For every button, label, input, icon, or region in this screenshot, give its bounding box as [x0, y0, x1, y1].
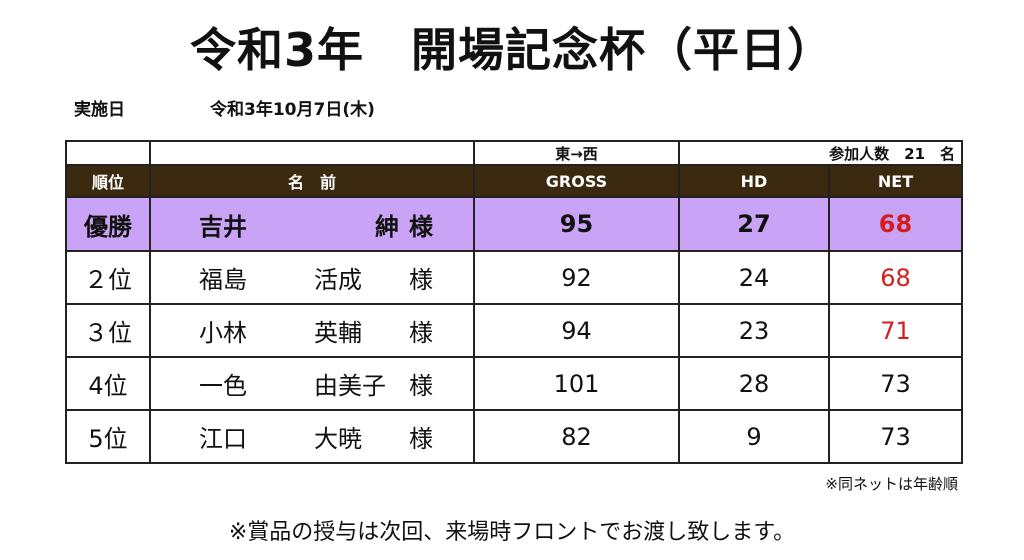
- results-table: 東→西 参加人数 21 名 順位 名 前 GROSS HD NET 優勝 吉井 紳…: [65, 140, 963, 464]
- header-net: NET: [828, 164, 963, 198]
- tiebreak-note: ※同ネットは年齢順: [825, 475, 958, 493]
- hd-cell: 24: [678, 250, 830, 305]
- given-name: 紳: [375, 212, 399, 241]
- name-cell: 江口 大暁 様: [149, 409, 475, 464]
- family-name: 福島: [199, 266, 247, 294]
- gross-cell: 101: [473, 356, 680, 411]
- rank-cell: ２位: [65, 250, 151, 305]
- honorific: 様: [409, 319, 433, 347]
- family-name: 吉井: [199, 212, 247, 241]
- family-name: 一色: [199, 372, 247, 400]
- gross-cell: 95: [473, 196, 680, 252]
- table-row: ２位 福島 活成 様 92 24 68: [65, 250, 963, 305]
- net-cell: 68: [828, 196, 963, 252]
- meta-blank-rank: [65, 140, 151, 166]
- table-header-row: 順位 名 前 GROSS HD NET: [65, 164, 963, 198]
- prize-footer-note: ※賞品の授与は次回、来場時フロントでお渡し致します。: [228, 520, 796, 545]
- hd-cell: 28: [678, 356, 830, 411]
- rank-cell: 優勝: [65, 196, 151, 252]
- hd-cell: 23: [678, 303, 830, 358]
- hd-cell: 27: [678, 196, 830, 252]
- family-name: 小林: [199, 319, 247, 347]
- given-name: 由美子: [314, 372, 386, 400]
- table-row-winner: 優勝 吉井 紳様 95 27 68: [65, 196, 963, 252]
- table-row: 5位 江口 大暁 様 82 9 73: [65, 409, 963, 464]
- honorific: 様: [409, 425, 433, 453]
- given-name: 活成: [314, 266, 362, 294]
- name-cell: 福島 活成 様: [149, 250, 475, 305]
- rank-cell: 4位: [65, 356, 151, 411]
- table-row: ３位 小林 英輔 様 94 23 71: [65, 303, 963, 358]
- hd-cell: 9: [678, 409, 830, 464]
- net-cell: 73: [828, 356, 963, 411]
- honorific: 様: [409, 372, 433, 400]
- given-name: 英輔: [314, 319, 362, 347]
- header-name: 名 前: [149, 164, 475, 198]
- date-value: 令和3年10月7日(木): [210, 100, 375, 120]
- gross-cell: 94: [473, 303, 680, 358]
- meta-blank-name: [149, 140, 475, 166]
- honorific: 様: [409, 212, 433, 241]
- table-meta-row: 東→西 参加人数 21 名: [65, 140, 963, 166]
- family-name: 江口: [199, 425, 247, 453]
- table-row: 4位 一色 由美子様 101 28 73: [65, 356, 963, 411]
- date-label: 実施日: [74, 100, 125, 120]
- net-cell: 73: [828, 409, 963, 464]
- net-cell: 68: [828, 250, 963, 305]
- honorific: 様: [409, 266, 433, 294]
- header-hd: HD: [678, 164, 830, 198]
- net-cell: 71: [828, 303, 963, 358]
- rank-cell: 5位: [65, 409, 151, 464]
- name-cell: 吉井 紳様: [149, 196, 475, 252]
- course-direction: 東→西: [473, 140, 680, 166]
- participant-count: 参加人数 21 名: [678, 140, 963, 166]
- header-gross: GROSS: [473, 164, 680, 198]
- rank-cell: ３位: [65, 303, 151, 358]
- name-cell: 一色 由美子様: [149, 356, 475, 411]
- header-rank: 順位: [65, 164, 151, 198]
- gross-cell: 82: [473, 409, 680, 464]
- given-name: 大暁: [314, 425, 362, 453]
- name-cell: 小林 英輔 様: [149, 303, 475, 358]
- gross-cell: 92: [473, 250, 680, 305]
- page-title: 令和3年 開場記念杯（平日）: [189, 23, 834, 77]
